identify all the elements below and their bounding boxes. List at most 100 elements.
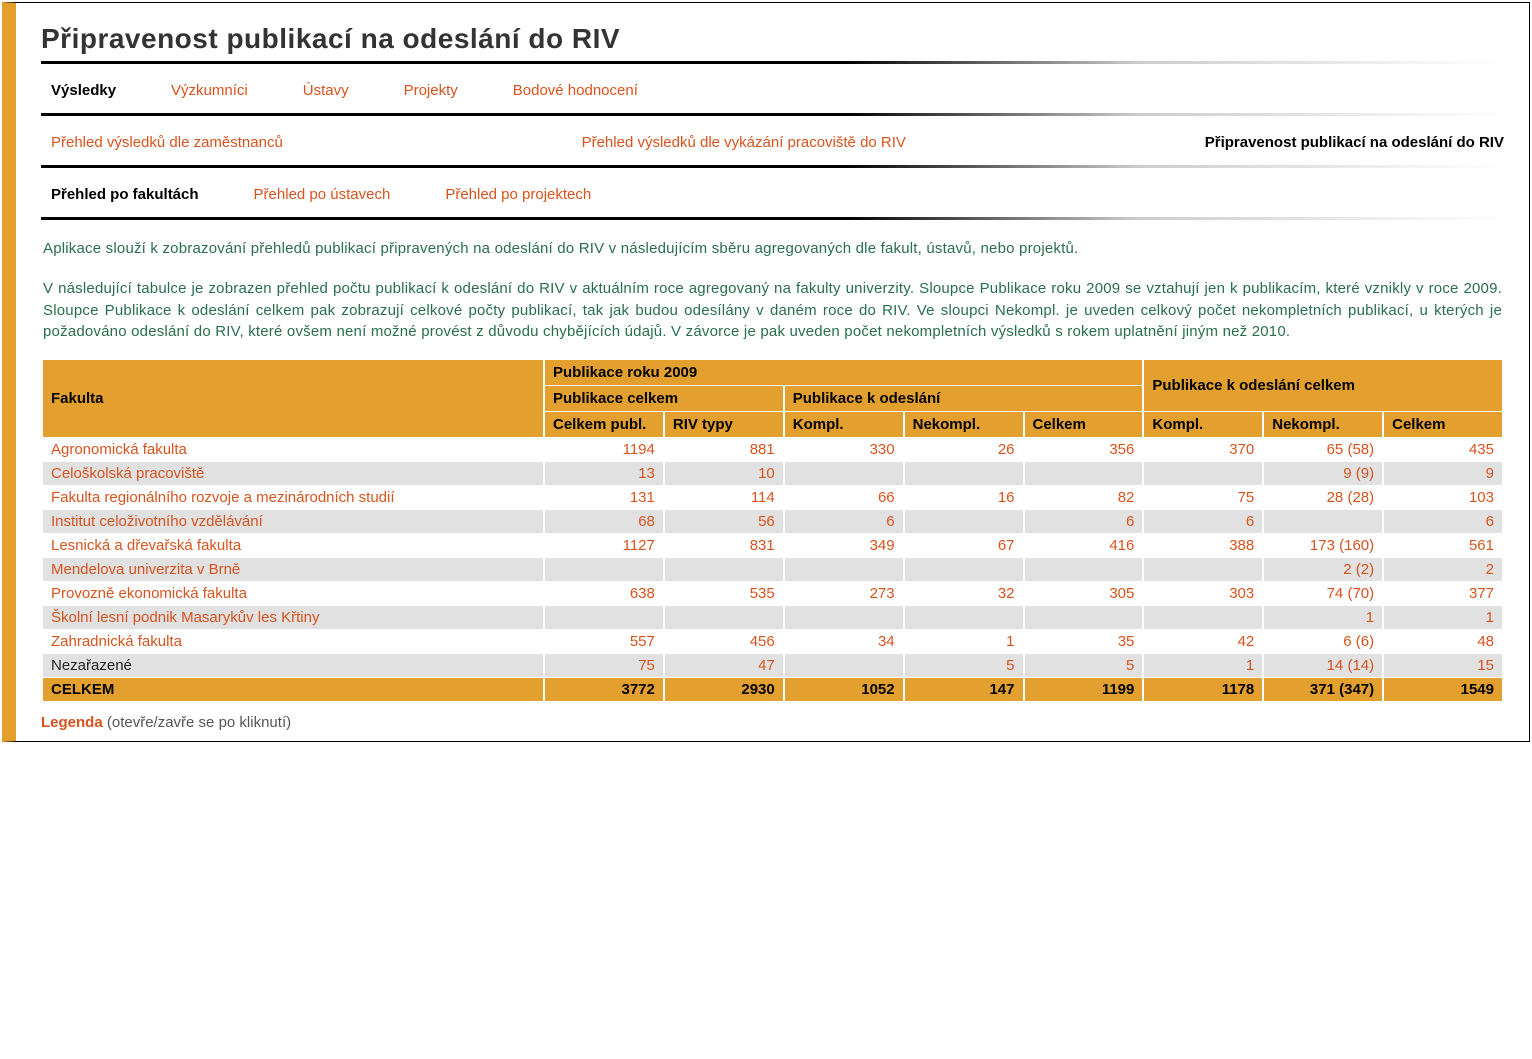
cell (785, 558, 903, 581)
table-row: Zahradnická fakulta55745634135426 (6)48 (43, 630, 1502, 653)
faculty-link[interactable]: Školní lesní podnik Masarykův les Křtiny (43, 606, 543, 629)
cell: 10 (665, 462, 783, 485)
cell: 3772 (545, 678, 663, 701)
viewtab-ustavy[interactable]: Přehled po ústavech (254, 186, 391, 203)
viewtab-projekty[interactable]: Přehled po projektech (445, 186, 591, 203)
cell: 2930 (665, 678, 783, 701)
cell (545, 606, 663, 629)
faculty-link[interactable]: Lesnická a dřevařská fakulta (43, 534, 543, 557)
faculty-link[interactable]: Institut celoživotního vzdělávání (43, 510, 543, 533)
cell: 303 (1144, 582, 1262, 605)
table-row: Institut celoživotního vzdělávání6856666… (43, 510, 1502, 533)
table-total-row: CELKEM37722930105214711991178371 (347)15… (43, 678, 1502, 701)
cell: 6 (1144, 510, 1262, 533)
cell (905, 558, 1023, 581)
sub-tabs: Přehled výsledků dle zaměstnanců Přehled… (41, 134, 1504, 151)
cell: 68 (545, 510, 663, 533)
faculty-link[interactable]: Celoškolská pracoviště (43, 462, 543, 485)
cell: 456 (665, 630, 783, 653)
cell: 6 (1025, 510, 1143, 533)
description-2: V následující tabulce je zobrazen přehle… (43, 278, 1502, 343)
cell: 1 (1384, 606, 1502, 629)
subtab-pripravenost[interactable]: Připravenost publikací na odeslání do RI… (1205, 134, 1504, 151)
main-tabs: Výsledky Výzkumníci Ústavy Projekty Bodo… (41, 82, 1504, 99)
legend-label: Legenda (41, 714, 103, 731)
cell (905, 606, 1023, 629)
tab-vyzkumnici[interactable]: Výzkumníci (171, 82, 248, 99)
cell (1144, 558, 1262, 581)
tab-ustavy[interactable]: Ústavy (303, 82, 349, 99)
cell: 535 (665, 582, 783, 605)
subtab-prehled-zam[interactable]: Přehled výsledků dle zaměstnanců (51, 134, 283, 151)
cell: 15 (1384, 654, 1502, 677)
cell: 34 (785, 630, 903, 653)
cell (1264, 510, 1382, 533)
cell: 1 (905, 630, 1023, 653)
tab-bodove[interactable]: Bodové hodnocení (513, 82, 638, 99)
cell: 356 (1025, 438, 1143, 461)
th-nekompl-1: Nekompl. (905, 412, 1023, 437)
viewtab-fakulty[interactable]: Přehled po fakultách (51, 186, 199, 203)
cell: 1178 (1144, 678, 1262, 701)
th-nekompl-2: Nekompl. (1264, 412, 1382, 437)
cell: 74 (70) (1264, 582, 1382, 605)
cell: 42 (1144, 630, 1262, 653)
tab-vysledky[interactable]: Výsledky (51, 82, 116, 99)
cell (1144, 606, 1262, 629)
faculty-link[interactable]: Provozně ekonomická fakulta (43, 582, 543, 605)
cell: 1 (1144, 654, 1262, 677)
cell: 6 (1384, 510, 1502, 533)
legend-toggle[interactable]: Legenda (otevře/zavře se po kliknutí) (41, 714, 1504, 731)
cell (785, 654, 903, 677)
th-pub-odeslani-celkem: Publikace k odeslání celkem (1144, 360, 1502, 411)
cell: 6 (6) (1264, 630, 1382, 653)
cell (1144, 462, 1262, 485)
cell: 56 (665, 510, 783, 533)
legend-hint: (otevře/zavře se po kliknutí) (107, 714, 291, 731)
th-riv-typy: RIV typy (665, 412, 783, 437)
th-pub-odeslani-grp: Publikace k odeslání (785, 386, 1143, 411)
th-pub2009: Publikace roku 2009 (545, 360, 1142, 385)
cell: 371 (347) (1264, 678, 1382, 701)
cell: 330 (785, 438, 903, 461)
faculty-link[interactable]: Zahradnická fakulta (43, 630, 543, 653)
cell: 5 (1025, 654, 1143, 677)
cell: 638 (545, 582, 663, 605)
cell (665, 606, 783, 629)
faculty-link[interactable]: Fakulta regionálního rozvoje a mezinárod… (43, 486, 543, 509)
cell: 1052 (785, 678, 903, 701)
cell: 65 (58) (1264, 438, 1382, 461)
table-row: Mendelova univerzita v Brně2 (2)2 (43, 558, 1502, 581)
th-celkem-1: Celkem (1025, 412, 1143, 437)
view-tabs: Přehled po fakultách Přehled po ústavech… (41, 186, 1504, 203)
cell: 13 (545, 462, 663, 485)
divider (41, 165, 1504, 168)
table-row: Celoškolská pracoviště13109 (9)9 (43, 462, 1502, 485)
cell (905, 462, 1023, 485)
cell (785, 606, 903, 629)
tab-projekty[interactable]: Projekty (404, 82, 458, 99)
table-row: Školní lesní podnik Masarykův les Křtiny… (43, 606, 1502, 629)
description-1: Aplikace slouží k zobrazování přehledů p… (43, 238, 1502, 260)
cell: 26 (905, 438, 1023, 461)
divider (41, 217, 1504, 220)
cell: 1549 (1384, 678, 1502, 701)
cell: 305 (1025, 582, 1143, 605)
th-kompl-2: Kompl. (1144, 412, 1262, 437)
subtab-prehled-prac[interactable]: Přehled výsledků dle vykázání pracoviště… (582, 134, 906, 151)
cell: 1199 (1025, 678, 1143, 701)
cell: 75 (545, 654, 663, 677)
table-row: Nezařazené754755114 (14)15 (43, 654, 1502, 677)
cell: 2 (2) (1264, 558, 1382, 581)
cell: 47 (665, 654, 783, 677)
cell: 82 (1025, 486, 1143, 509)
faculty-link[interactable]: Agronomická fakulta (43, 438, 543, 461)
cell: 75 (1144, 486, 1262, 509)
cell: 349 (785, 534, 903, 557)
cell (1025, 606, 1143, 629)
cell: 388 (1144, 534, 1262, 557)
table-row: Agronomická fakulta11948813302635637065 … (43, 438, 1502, 461)
faculty-link[interactable]: Mendelova univerzita v Brně (43, 558, 543, 581)
cell: 273 (785, 582, 903, 605)
cell: 103 (1384, 486, 1502, 509)
